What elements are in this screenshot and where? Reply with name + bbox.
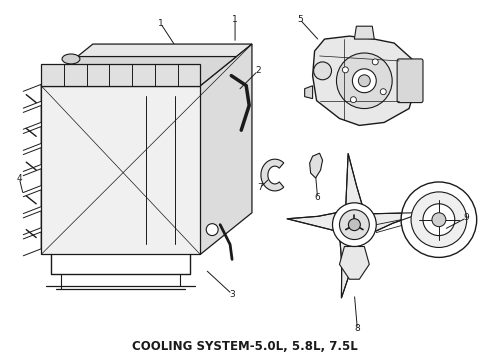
Circle shape — [348, 219, 360, 231]
Text: 3: 3 — [229, 289, 235, 298]
Polygon shape — [340, 247, 369, 279]
Polygon shape — [41, 64, 200, 86]
Circle shape — [401, 182, 477, 257]
Polygon shape — [200, 44, 252, 255]
Circle shape — [206, 224, 218, 235]
Polygon shape — [287, 213, 340, 230]
Text: 4: 4 — [17, 174, 22, 183]
Circle shape — [423, 204, 455, 235]
Circle shape — [411, 192, 467, 247]
Circle shape — [372, 59, 378, 65]
Polygon shape — [313, 36, 416, 125]
Text: 5: 5 — [297, 15, 302, 24]
Text: 7: 7 — [257, 184, 263, 193]
Polygon shape — [340, 239, 359, 298]
Polygon shape — [261, 159, 284, 191]
Text: 1: 1 — [232, 15, 238, 24]
Circle shape — [380, 89, 386, 95]
Circle shape — [337, 53, 392, 109]
Polygon shape — [305, 86, 313, 99]
Circle shape — [350, 97, 356, 103]
Text: 6: 6 — [315, 193, 320, 202]
Polygon shape — [41, 57, 237, 86]
Circle shape — [340, 210, 369, 239]
Circle shape — [432, 213, 446, 227]
Polygon shape — [354, 26, 374, 39]
Polygon shape — [346, 153, 362, 210]
Circle shape — [343, 67, 348, 73]
Circle shape — [352, 69, 376, 93]
Polygon shape — [310, 153, 322, 178]
Text: 1: 1 — [158, 19, 163, 28]
Text: 2: 2 — [255, 66, 261, 75]
Polygon shape — [369, 213, 423, 231]
Polygon shape — [41, 44, 252, 86]
Ellipse shape — [62, 54, 80, 64]
Text: 9: 9 — [464, 213, 469, 222]
Polygon shape — [41, 86, 200, 255]
Circle shape — [358, 75, 370, 87]
Circle shape — [314, 62, 332, 80]
Circle shape — [333, 203, 376, 247]
FancyBboxPatch shape — [397, 59, 423, 103]
Text: COOLING SYSTEM-5.0L, 5.8L, 7.5L: COOLING SYSTEM-5.0L, 5.8L, 7.5L — [132, 340, 358, 353]
Text: 8: 8 — [354, 324, 360, 333]
